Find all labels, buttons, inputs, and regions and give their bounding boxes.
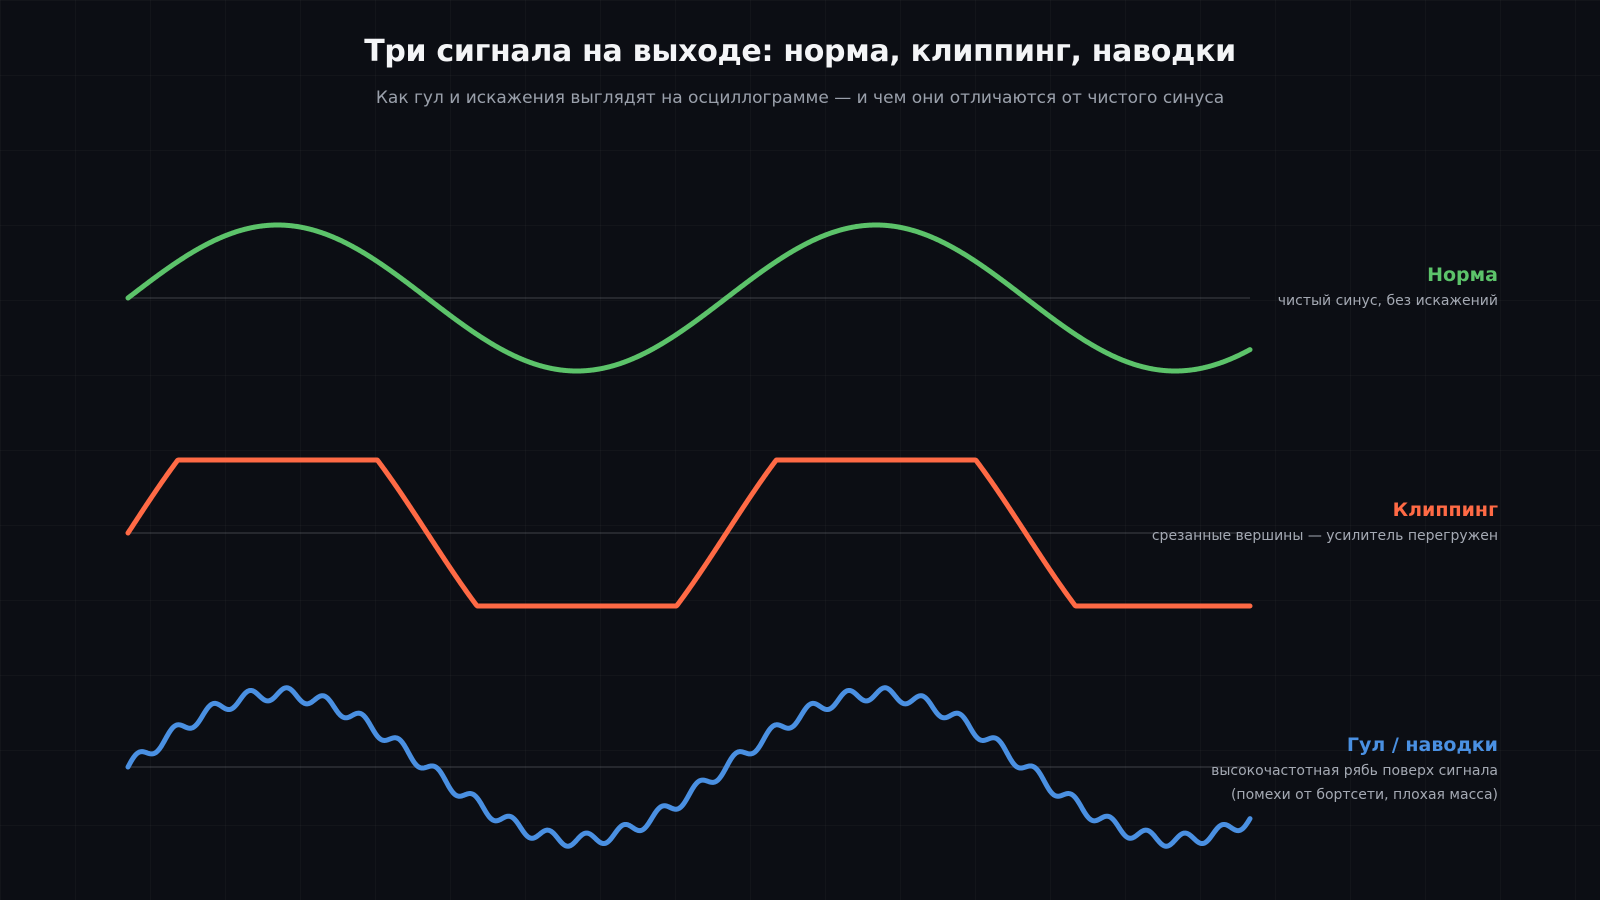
legend-normal: Норма чистый синус, без искажений	[1278, 263, 1498, 313]
legend-clipping: Клиппинг срезанные вершины — усилитель п…	[1152, 498, 1498, 548]
legend-clipping-desc: срезанные вершины — усилитель перегружен	[1151, 528, 1498, 544]
legend-clipping-name: Клиппинг	[1392, 499, 1498, 521]
legend-hum: Гул / наводки высокочастотная рябь повер…	[1211, 733, 1498, 807]
legend-hum-desc-1: высокочастотная рябь поверх сигнала	[1211, 763, 1498, 779]
series-line-3	[125, 685, 1253, 849]
series-line-1	[125, 222, 1253, 374]
chart-title: Три сигнала на выходе: норма, клиппинг, …	[364, 34, 1236, 69]
legend-normal-desc: чистый синус, без искажений	[1277, 293, 1498, 309]
chart-subtitle: Как гул и искажения выглядят на осциллог…	[375, 88, 1225, 108]
legend-hum-desc-2: (помехи от бортсети, плохая масса)	[1230, 787, 1498, 803]
series-line-2	[125, 457, 1253, 609]
legend-hum-name: Гул / наводки	[1346, 734, 1498, 756]
legend-normal-name: Норма	[1427, 264, 1498, 286]
